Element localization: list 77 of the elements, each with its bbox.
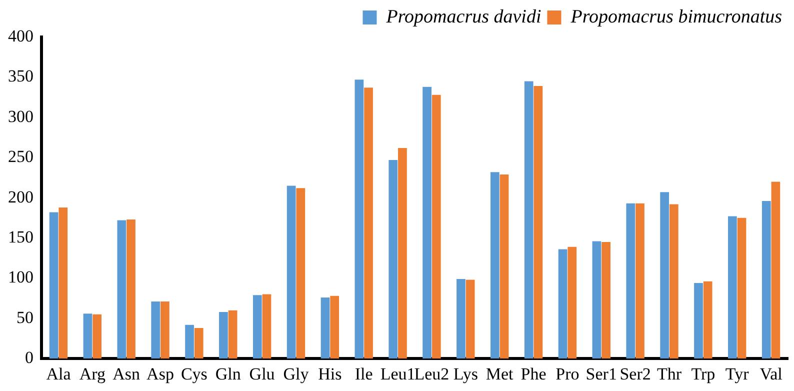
y-tick-label: 0 xyxy=(25,348,34,368)
y-tick-label: 150 xyxy=(8,227,34,246)
bar xyxy=(669,204,678,359)
bar xyxy=(703,281,712,359)
y-tick-label: 400 xyxy=(8,26,34,46)
legend-label: Propomacrus bimucronatus xyxy=(570,6,782,28)
bar xyxy=(737,218,746,359)
bar xyxy=(219,312,228,359)
y-tick-label: 300 xyxy=(8,106,34,126)
bar xyxy=(500,174,509,359)
bar xyxy=(602,242,610,359)
bar xyxy=(83,314,92,359)
x-tick-label: Cys xyxy=(180,364,208,384)
x-tick-label: Trp xyxy=(691,364,716,384)
bar xyxy=(194,328,204,359)
bar xyxy=(58,207,68,359)
bar xyxy=(388,160,398,359)
bar xyxy=(228,310,238,359)
bar xyxy=(151,302,160,359)
bar xyxy=(534,86,543,359)
bar xyxy=(364,88,373,359)
bar xyxy=(330,296,340,359)
bar xyxy=(626,203,636,359)
x-tick-label: Leu2 xyxy=(414,364,450,384)
bar xyxy=(568,246,577,359)
x-tick-label: Asn xyxy=(112,364,141,384)
x-tick-label: His xyxy=(318,364,342,384)
x-tick-label: Tyr xyxy=(725,364,750,384)
x-tick-label: Val xyxy=(760,364,783,384)
bar xyxy=(524,81,534,359)
bar xyxy=(320,297,330,359)
bar xyxy=(296,188,306,359)
bar xyxy=(160,302,170,359)
bar xyxy=(252,295,262,359)
x-tick-label: Lys xyxy=(453,364,478,384)
x-tick-label: Ala xyxy=(46,364,72,384)
y-tick-label: 200 xyxy=(8,187,34,206)
y-tick-label: 250 xyxy=(8,147,34,166)
bar xyxy=(592,241,602,359)
x-tick-label: Met xyxy=(486,364,514,384)
x-tick-label: Ser1 xyxy=(586,364,617,384)
y-tick-label: 50 xyxy=(16,308,34,327)
y-tick-label: 350 xyxy=(8,66,34,86)
bar xyxy=(490,172,500,359)
bar xyxy=(117,220,126,359)
bar xyxy=(558,249,568,359)
bar xyxy=(762,201,771,359)
bar xyxy=(456,279,466,359)
bar xyxy=(422,86,432,359)
x-tick-label: Thr xyxy=(656,364,682,384)
bar xyxy=(92,314,102,359)
bar xyxy=(636,203,644,359)
bar xyxy=(286,186,296,359)
x-tick-label: Arg xyxy=(79,364,106,384)
bar xyxy=(432,94,441,359)
y-tick-label: 100 xyxy=(8,268,34,287)
bar xyxy=(354,80,364,359)
x-tick-label: Glu xyxy=(249,364,276,384)
x-tick-label: Leu1 xyxy=(380,364,416,384)
bar xyxy=(126,220,136,359)
legend-label: Propomacrus davidi xyxy=(385,6,542,28)
x-tick-label: Phe xyxy=(520,364,546,384)
bar xyxy=(398,148,407,359)
bar xyxy=(771,182,780,359)
bar xyxy=(694,283,703,359)
x-tick-label: Ser2 xyxy=(620,364,651,384)
bar xyxy=(185,324,194,359)
x-tick-label: Gly xyxy=(283,364,310,384)
x-tick-label: Ile xyxy=(354,364,373,384)
bar xyxy=(262,294,272,359)
bar xyxy=(466,280,475,359)
x-tick-label: Gln xyxy=(215,364,242,384)
bar xyxy=(49,212,58,359)
bar xyxy=(660,192,670,359)
x-tick-label: Asp xyxy=(146,364,174,384)
bar xyxy=(728,216,737,359)
x-tick-label: Pro xyxy=(556,364,580,384)
